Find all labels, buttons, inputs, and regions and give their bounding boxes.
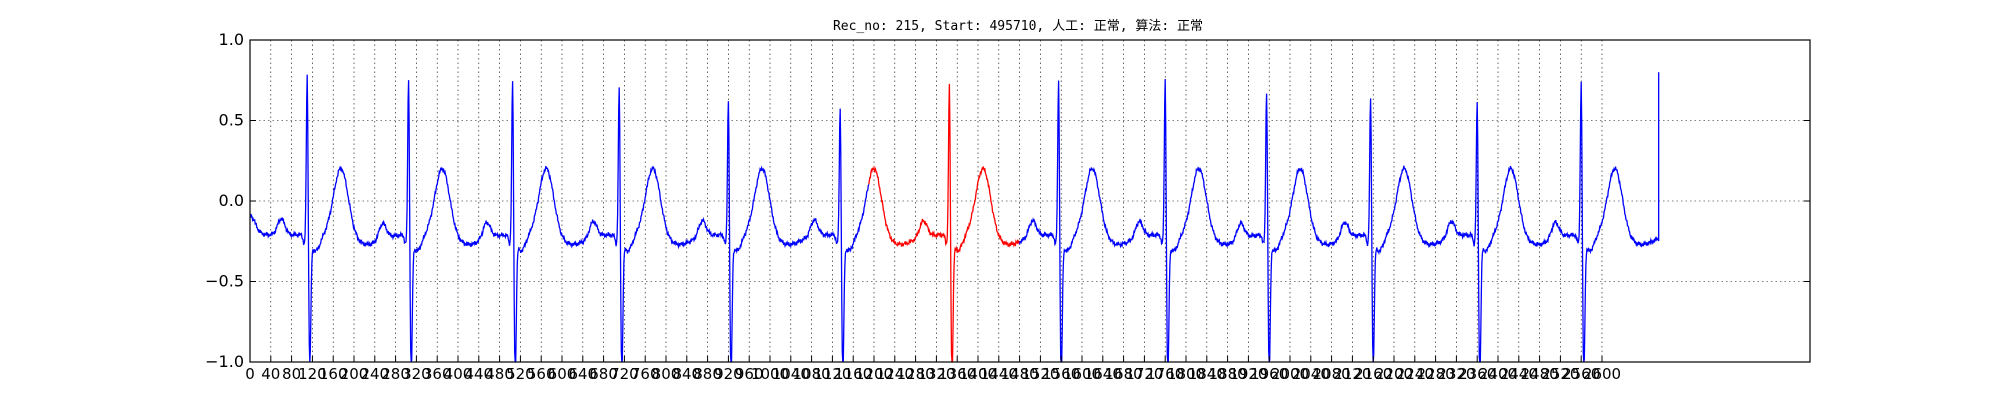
x-tick-label: 440 <box>464 365 493 383</box>
y-tick-label: −1.0 <box>205 352 244 371</box>
x-tick-label: 1400 <box>959 365 997 383</box>
y-tick-label: 0.5 <box>219 111 244 130</box>
ecg-segment <box>249 74 870 363</box>
x-tick-label: 720 <box>610 365 639 383</box>
x-tick-label: 2120 <box>1333 365 1371 383</box>
x-tick-label: 2040 <box>1292 365 1330 383</box>
x-tick-label: 600 <box>548 365 577 383</box>
x-tick-label: 2360 <box>1458 365 1496 383</box>
x-tick-label: 1360 <box>938 365 976 383</box>
x-tick-label: 2400 <box>1479 365 1517 383</box>
x-tick-label: 1880 <box>1209 365 1247 383</box>
x-tick-label: 520 <box>506 365 535 383</box>
x-tick-label: 2480 <box>1521 365 1559 383</box>
x-tick-label: 2200 <box>1375 365 1413 383</box>
ecg-signal <box>249 72 1660 363</box>
x-tick-label: 360 <box>423 365 452 383</box>
x-tick-label: 800 <box>652 365 681 383</box>
x-tick-label: 1760 <box>1146 365 1184 383</box>
x-tick-label: 1920 <box>1229 365 1267 383</box>
x-tick-label: 40 <box>261 365 280 383</box>
x-tick-label: 2440 <box>1500 365 1538 383</box>
x-tick-label: 280 <box>381 365 410 383</box>
x-tick-label: 1440 <box>980 365 1018 383</box>
x-tick-label: 1680 <box>1105 365 1143 383</box>
y-tick-label: 1.0 <box>219 30 244 49</box>
x-tick-label: 920 <box>714 365 743 383</box>
x-tick-label: 2280 <box>1417 365 1455 383</box>
x-tick-label: 2080 <box>1313 365 1351 383</box>
x-tick-label: 1960 <box>1250 365 1288 383</box>
x-tick-label: 80 <box>282 365 301 383</box>
x-tick-label: 0 <box>245 365 255 383</box>
x-tick-label: 960 <box>735 365 764 383</box>
x-tick-label: 240 <box>360 365 389 383</box>
x-tick-label: 1480 <box>1001 365 1039 383</box>
x-tick-label: 840 <box>672 365 701 383</box>
x-tick-label: 480 <box>485 365 514 383</box>
x-tick-label: 640 <box>568 365 597 383</box>
x-tick-label: 1200 <box>855 365 893 383</box>
x-tick-label: 1720 <box>1125 365 1163 383</box>
x-tick-label: 760 <box>631 365 660 383</box>
x-tick-label: 1000 <box>751 365 789 383</box>
y-tick-label: −0.5 <box>205 272 244 291</box>
x-tick-label: 680 <box>589 365 618 383</box>
x-tick-label: 2000 <box>1271 365 1309 383</box>
x-tick-label: 200 <box>340 365 369 383</box>
x-tick-label: 1280 <box>897 365 935 383</box>
y-tick-label: 0.0 <box>219 191 244 210</box>
x-tick-label: 1160 <box>834 365 872 383</box>
chart-title: Rec_no: 215, Start: 495710, 人工: 正常, 算法: … <box>833 19 1203 34</box>
x-tick-label: 320 <box>402 365 431 383</box>
x-tick-label: 880 <box>693 365 722 383</box>
x-tick-label: 2600 <box>1583 365 1621 383</box>
x-tick-label: 1320 <box>917 365 955 383</box>
x-tick-label: 160 <box>319 365 348 383</box>
x-tick-label: 1040 <box>772 365 810 383</box>
x-tick-label: 2240 <box>1396 365 1434 383</box>
x-tick-label: 1600 <box>1063 365 1101 383</box>
x-tick-label: 560 <box>527 365 556 383</box>
x-tick-label: 2160 <box>1354 365 1392 383</box>
x-tick-label: 1120 <box>813 365 851 383</box>
ecg-segment <box>1018 72 1660 363</box>
x-tick-label: 1840 <box>1188 365 1226 383</box>
x-tick-label: 2560 <box>1562 365 1600 383</box>
x-tick-label: 1560 <box>1042 365 1080 383</box>
ecg-segment-highlighted <box>868 83 1021 363</box>
grid-lines <box>250 40 1810 362</box>
x-tick-label: 1520 <box>1021 365 1059 383</box>
x-tick-label: 2320 <box>1437 365 1475 383</box>
x-tick-label: 1080 <box>793 365 831 383</box>
x-tick-label: 2520 <box>1541 365 1579 383</box>
x-tick-label: 400 <box>444 365 473 383</box>
x-axis: 0 40 8012016020024028032036040044048052056… <box>245 356 1621 383</box>
x-tick-label: 1240 <box>876 365 914 383</box>
y-axis: 1.0 0.5 0.0 −0.5 −1.0 <box>205 30 1810 371</box>
x-tick-label: 120 <box>298 365 327 383</box>
x-tick-label: 1800 <box>1167 365 1205 383</box>
x-tick-label: 1640 <box>1084 365 1122 383</box>
